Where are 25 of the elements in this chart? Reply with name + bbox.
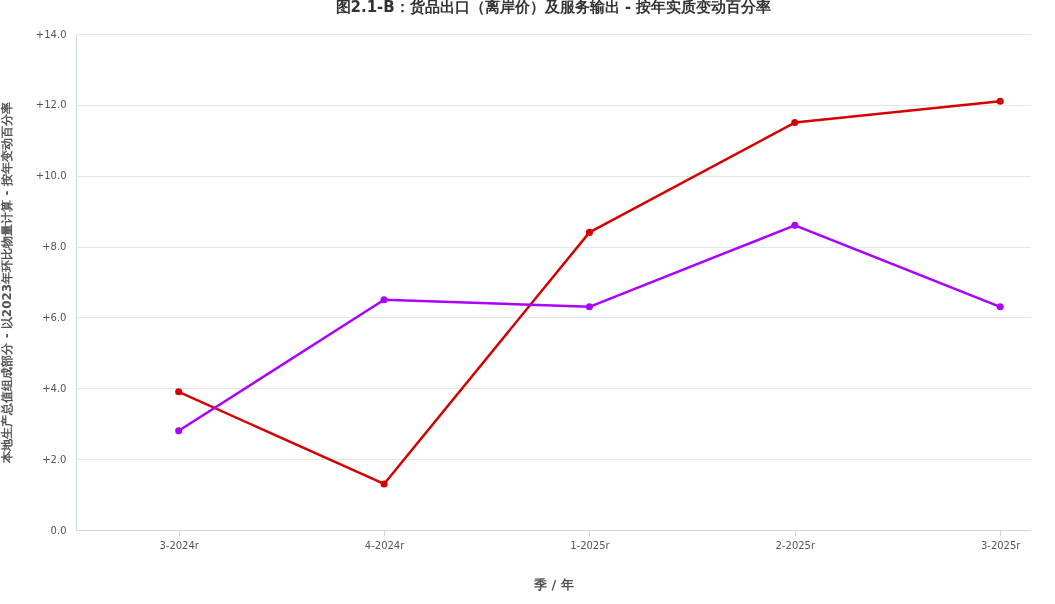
point	[175, 388, 183, 396]
y-axis-title: 本地生产总值组成部分 - 以2023年环比物量计算 - 按年变动百分率	[0, 102, 14, 464]
y-tick-label: +6.0	[42, 311, 67, 323]
x-tick-label: 4-2024r	[364, 539, 406, 551]
y-tick-label: +4.0	[42, 382, 67, 394]
y-tick-label: +2.0	[42, 453, 67, 465]
point	[380, 296, 388, 304]
point	[585, 228, 593, 236]
x-tick-label: 3-2025r	[980, 539, 1022, 551]
point	[996, 303, 1004, 311]
x-tick-label: 3-2024r	[159, 539, 200, 551]
x-tick-label: 1-2025r	[570, 539, 611, 551]
y-tick-label: +10.0	[35, 170, 67, 182]
y-tick-label: +14.0	[35, 28, 67, 40]
point	[791, 119, 799, 127]
point	[791, 221, 799, 229]
point	[175, 427, 183, 435]
point	[996, 97, 1004, 105]
y-tick-label: +12.0	[35, 99, 67, 111]
x-axis-title: 季 / 年	[533, 576, 574, 592]
y-tick-label: +8.0	[42, 241, 67, 253]
point	[585, 303, 593, 311]
x-tick-label: 2-2025r	[775, 539, 816, 551]
point	[380, 480, 388, 488]
y-tick-label: 0.0	[50, 524, 67, 536]
